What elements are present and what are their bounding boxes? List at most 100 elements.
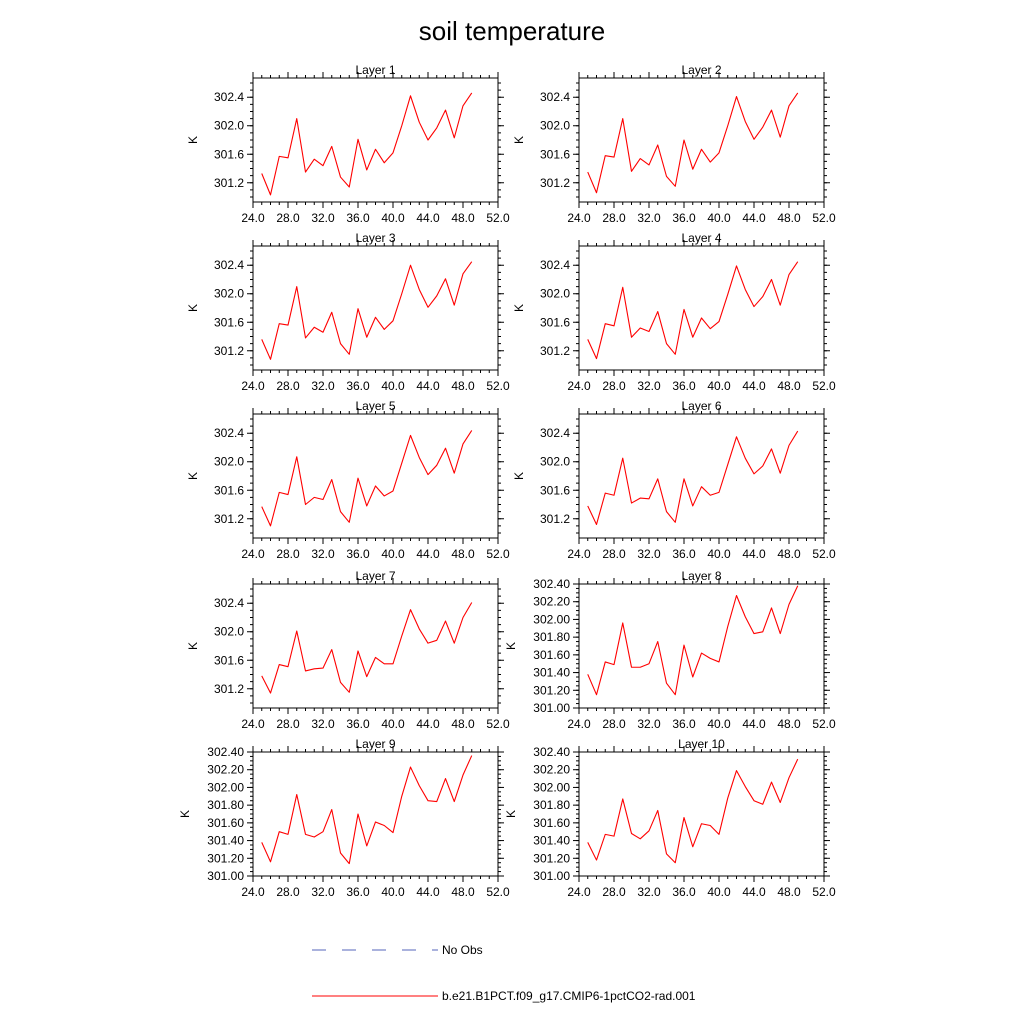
y-axis-label: K [186,642,200,650]
y-tick-label: 302.4 [214,426,244,440]
panel-title: Layer 5 [355,399,395,413]
series-line [587,758,799,864]
y-tick-label: 301.2 [214,682,244,696]
y-tick-label: 301.2 [540,176,570,190]
y-tick-label: 302.4 [214,258,244,272]
y-tick-label: 302.0 [214,455,244,469]
y-tick-label: 301.2 [214,344,244,358]
x-tick-label: 48.0 [777,885,801,899]
x-tick-label: 48.0 [777,547,801,561]
x-tick-label: 44.0 [416,547,440,561]
panel-7: Layer 7 24.0 28.0 32.0 36.0 40.0 44.0 48.0 52.0 3… [186,569,510,731]
x-tick-label: 24.0 [567,547,591,561]
x-tick-label: 32.0 [311,547,335,561]
x-tick-label: 28.0 [276,885,300,899]
y-tick-label: 301.2 [540,344,570,358]
panel-9: Layer 9 24.0 28.0 32.0 36.0 40.0 44.0 48.0 52.0 3… [178,737,510,899]
y-tick-label: 301.6 [214,315,244,329]
x-tick-label: 32.0 [637,885,661,899]
x-tick-label: 36.0 [672,211,696,225]
x-tick-label: 40.0 [707,547,731,561]
x-tick-label: 32.0 [637,379,661,393]
x-tick-label: 28.0 [276,547,300,561]
x-tick-label: 40.0 [707,379,731,393]
x-tick-label: 32.0 [311,885,335,899]
panel-3: Layer 3 24.0 28.0 32.0 36.0 40.0 44.0 48.0 52.0 3… [186,231,510,393]
panel-5: Layer 5 24.0 28.0 32.0 36.0 40.0 44.0 48.0 52.0 3… [186,399,510,561]
x-tick-label: 44.0 [742,547,766,561]
plot-frame [578,245,825,371]
legend-entry-2: b.e21.B1PCT.f09_g17.CMIP6-1pctCO2-rad.00… [312,989,696,1003]
y-axis-label: K [504,810,518,818]
x-tick-label: 52.0 [812,717,836,731]
x-tick-label: 48.0 [777,211,801,225]
panel-title: Layer 7 [355,569,395,583]
x-tick-label: 52.0 [486,211,510,225]
x-tick-label: 40.0 [381,379,405,393]
x-tick-label: 44.0 [416,379,440,393]
x-tick-label: 24.0 [241,717,265,731]
y-tick-label: 302.0 [214,287,244,301]
y-tick-label: 302.00 [533,612,570,626]
y-tick-label: 302.40 [533,577,570,591]
x-tick-label: 48.0 [451,547,475,561]
y-tick-label: 301.6 [540,147,570,161]
x-tick-label: 44.0 [416,885,440,899]
plot-frame [578,583,825,709]
panel-10: Layer 10 24.0 28.0 32.0 36.0 40.0 44.0 48.0 52.0… [504,737,836,899]
panel-title: Layer 8 [681,569,721,583]
panel-title: Layer 4 [681,231,721,245]
x-tick-label: 48.0 [451,211,475,225]
y-tick-label: 301.00 [533,701,570,715]
y-tick-label: 301.6 [214,653,244,667]
x-tick-label: 36.0 [346,379,370,393]
x-tick-label: 40.0 [381,885,405,899]
x-tick-label: 52.0 [486,379,510,393]
y-tick-label: 301.6 [540,315,570,329]
plot-frame [252,583,499,709]
plot-frame [578,751,825,877]
x-tick-label: 52.0 [812,547,836,561]
x-tick-label: 52.0 [486,885,510,899]
x-tick-label: 44.0 [416,717,440,731]
y-tick-label: 301.2 [214,176,244,190]
plot-frame [578,77,825,203]
x-tick-label: 52.0 [812,379,836,393]
x-tick-label: 40.0 [707,885,731,899]
x-tick-label: 48.0 [777,379,801,393]
y-axis-label: K [512,304,526,312]
x-tick-label: 24.0 [567,211,591,225]
series-line [261,261,473,360]
panel-title: Layer 10 [678,737,725,751]
y-tick-label: 301.60 [207,816,244,830]
y-tick-label: 301.2 [540,512,570,526]
x-tick-label: 52.0 [812,211,836,225]
x-tick-label: 32.0 [311,379,335,393]
y-tick-label: 301.00 [533,869,570,883]
figure-title: soil temperature [419,16,605,46]
x-tick-label: 32.0 [637,547,661,561]
x-tick-label: 44.0 [416,211,440,225]
y-tick-label: 302.00 [533,780,570,794]
y-tick-label: 301.40 [533,834,570,848]
y-tick-label: 301.60 [533,648,570,662]
x-tick-label: 40.0 [381,211,405,225]
x-tick-label: 52.0 [486,717,510,731]
x-tick-label: 28.0 [602,211,626,225]
y-tick-label: 302.4 [214,596,244,610]
y-tick-label: 302.4 [540,258,570,272]
panel-4: Layer 4 24.0 28.0 32.0 36.0 40.0 44.0 48.0 52.0 3… [512,231,836,393]
y-tick-label: 301.80 [533,630,570,644]
series-line [261,430,473,527]
x-tick-label: 28.0 [602,379,626,393]
x-tick-label: 32.0 [311,717,335,731]
y-tick-label: 301.6 [540,483,570,497]
x-tick-label: 44.0 [742,211,766,225]
panel-8: Layer 8 24.0 28.0 32.0 36.0 40.0 44.0 48.0 52.0 3… [504,569,836,731]
y-axis-label: K [186,136,200,144]
y-tick-label: 302.20 [533,595,570,609]
series-line [261,602,473,694]
panel-1: Layer 1 24.0 28.0 32.0 36.0 40.0 44.0 48.0 52.0 3… [186,63,510,225]
x-tick-label: 48.0 [451,717,475,731]
x-tick-label: 36.0 [346,717,370,731]
